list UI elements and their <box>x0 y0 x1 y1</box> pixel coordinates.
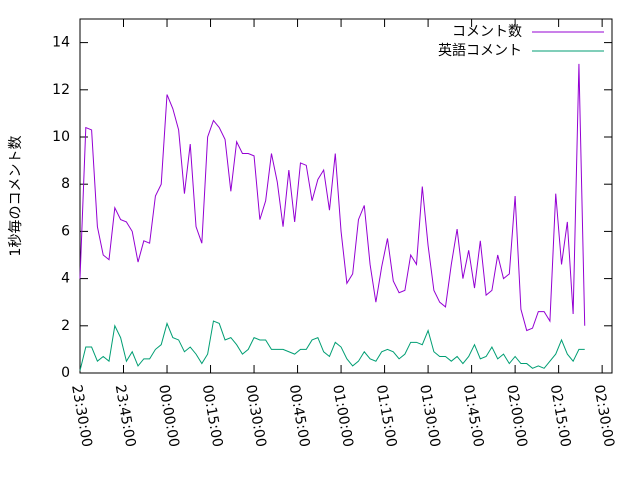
x-tick-label: 01:45:00 <box>460 384 487 449</box>
y-tick-label: 6 <box>61 223 70 239</box>
y-tick-label: 8 <box>61 176 70 192</box>
x-tick-label: 00:30:00 <box>242 384 269 449</box>
x-tick-label: 02:30:00 <box>590 384 617 449</box>
x-tick-label: 00:45:00 <box>286 384 313 449</box>
x-tick-label: 01:30:00 <box>416 384 443 449</box>
y-tick-label: 10 <box>52 129 70 145</box>
x-tick-label: 00:00:00 <box>155 384 182 449</box>
x-tick-label: 01:15:00 <box>373 384 400 449</box>
y-tick-label: 12 <box>52 82 70 98</box>
plot-border <box>79 18 613 374</box>
x-tick-label: 00:15:00 <box>199 384 226 449</box>
x-tick-label: 23:30:00 <box>68 384 95 449</box>
x-tick-label: 23:45:00 <box>112 384 139 449</box>
series-line <box>79 320 585 371</box>
y-tick-label: 2 <box>61 318 70 334</box>
legend-label: コメント数 <box>452 24 522 40</box>
legend-label: 英語コメント <box>438 42 522 59</box>
y-tick-label: 14 <box>52 35 70 51</box>
y-axis-label: 1秒毎のコメント数 <box>8 136 24 257</box>
series-line <box>79 63 586 332</box>
y-tick-label: 0 <box>61 365 70 381</box>
y-tick-label: 4 <box>61 271 70 287</box>
x-tick-label: 02:15:00 <box>547 384 574 449</box>
x-tick-label: 01:00:00 <box>329 384 356 449</box>
x-tick-label: 02:00:00 <box>503 384 530 449</box>
